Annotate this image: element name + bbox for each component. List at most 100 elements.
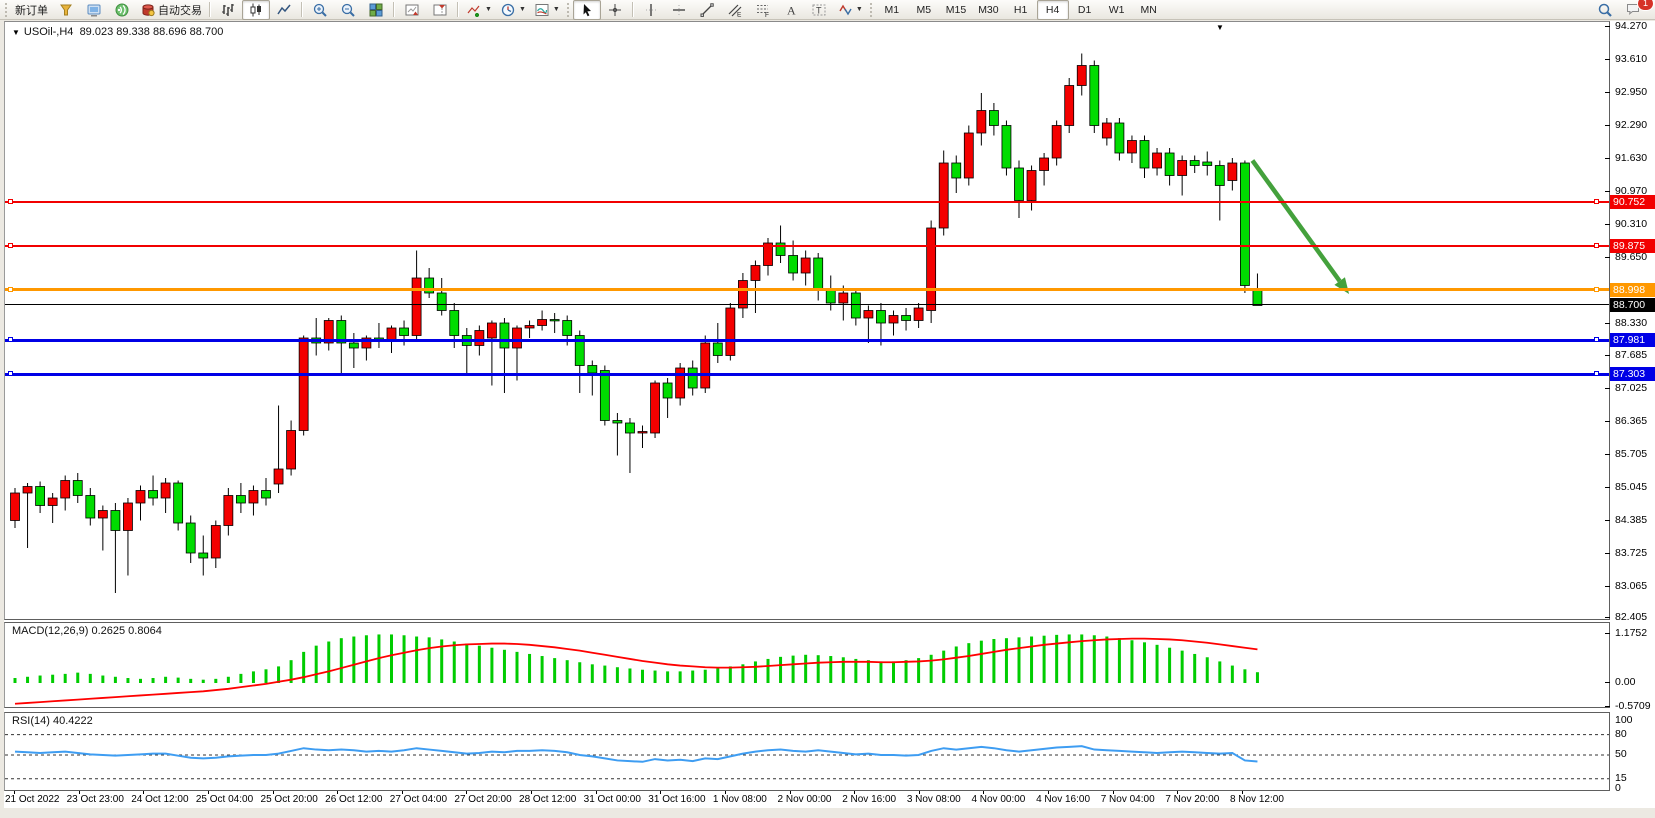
candle-down[interactable] — [1202, 161, 1213, 166]
macd-chart[interactable] — [5, 623, 1609, 707]
candle-down[interactable] — [825, 290, 836, 304]
candle-down[interactable] — [85, 495, 96, 519]
zoom-out-button[interactable] — [334, 0, 362, 20]
candle-up[interactable] — [750, 265, 761, 281]
metaeditor-button[interactable] — [52, 0, 80, 20]
candle-up[interactable] — [675, 367, 686, 399]
new-order-button[interactable]: 新订单 — [11, 0, 52, 20]
candle-down[interactable] — [599, 370, 610, 421]
line-handle[interactable] — [8, 198, 13, 204]
fibonacci-button[interactable]: F — [749, 0, 777, 20]
chart-shift-button[interactable] — [426, 0, 454, 20]
rsi-chart[interactable] — [5, 713, 1609, 790]
bar-chart-button[interactable] — [214, 0, 242, 20]
candle-up[interactable] — [888, 315, 899, 324]
candle-down[interactable] — [574, 335, 585, 366]
candle-down[interactable] — [951, 162, 962, 179]
candle-down[interactable] — [1139, 140, 1150, 169]
search-button[interactable] — [1591, 0, 1619, 20]
candle-down[interactable] — [198, 552, 209, 559]
main-chart-panel[interactable]: ▼ USOil-,H4 89.023 89.338 88.696 88.700 ▼ — [4, 21, 1610, 620]
candle-up[interactable] — [1039, 157, 1049, 171]
candle-up[interactable] — [1227, 162, 1238, 181]
candlestick-chart[interactable] — [5, 22, 1609, 619]
candle-up[interactable] — [1064, 85, 1075, 126]
candle-up[interactable] — [913, 307, 924, 321]
text-button[interactable]: A — [777, 0, 805, 20]
line-handle[interactable] — [1594, 198, 1599, 204]
candle-up[interactable] — [123, 502, 133, 531]
candle-up[interactable] — [286, 430, 297, 470]
line-handle[interactable] — [1594, 286, 1599, 292]
candle-up[interactable] — [650, 382, 660, 434]
candle-down[interactable] — [1189, 160, 1200, 166]
candle-down[interactable] — [1089, 65, 1100, 126]
candle-up[interactable] — [22, 486, 33, 494]
candle-down[interactable] — [876, 310, 886, 324]
candle-up[interactable] — [863, 310, 874, 319]
candle-down[interactable] — [110, 510, 121, 531]
candle-up[interactable] — [1051, 125, 1062, 159]
vertical-line-button[interactable] — [637, 0, 665, 20]
candle-down[interactable] — [35, 486, 46, 506]
candle-down[interactable] — [261, 490, 271, 499]
line-handle[interactable] — [8, 242, 13, 248]
candle-down[interactable] — [562, 320, 573, 336]
candle-up[interactable] — [210, 525, 221, 559]
candle-up[interactable] — [1177, 160, 1188, 176]
candle-down[interactable] — [1014, 167, 1024, 201]
dropdown-caret-icon[interactable]: ▼ — [855, 6, 863, 13]
timeframe-button-m15[interactable]: M15 — [945, 3, 967, 16]
candle-up[interactable] — [60, 480, 71, 499]
candle-up[interactable] — [486, 322, 497, 339]
candle-down[interactable] — [687, 367, 698, 389]
channel-button[interactable]: E — [721, 0, 749, 20]
horizontal-line-button[interactable] — [665, 0, 693, 20]
candle-up[interactable] — [1152, 152, 1162, 169]
candle-down[interactable] — [1214, 165, 1225, 186]
candle-down[interactable] — [1114, 122, 1125, 154]
candle-up[interactable] — [1076, 65, 1087, 86]
add-indicator-button[interactable]: ▼ — [462, 0, 496, 20]
line-handle[interactable] — [8, 371, 13, 377]
candle-down[interactable] — [1240, 162, 1250, 286]
line-handle[interactable] — [1594, 242, 1599, 248]
candle-up[interactable] — [512, 327, 522, 349]
candle-down[interactable] — [901, 315, 911, 321]
periods-button[interactable]: ▼ — [496, 0, 530, 20]
horizontal-level-line[interactable] — [5, 286, 1609, 292]
candle-up[interactable] — [938, 162, 949, 229]
candle-down[interactable] — [185, 522, 196, 554]
autotrading-button[interactable]: 自动交易 — [136, 0, 206, 20]
line-handle[interactable] — [1594, 337, 1599, 343]
candle-down[interactable] — [775, 242, 786, 256]
horizontal-level-line[interactable] — [5, 242, 1609, 248]
templates-button[interactable]: ▼ — [530, 0, 564, 20]
dropdown-caret-icon[interactable]: ▼ — [518, 6, 526, 13]
line-handle[interactable] — [8, 337, 13, 343]
candle-down[interactable] — [989, 110, 999, 126]
toolbar-grip[interactable] — [868, 2, 874, 17]
candle-up[interactable] — [474, 330, 485, 346]
candle-down[interactable] — [424, 277, 435, 294]
candle-up[interactable] — [361, 337, 372, 349]
candle-up[interactable] — [298, 337, 309, 431]
horizontal-level-line[interactable] — [5, 337, 1609, 343]
horizontal-level-line[interactable] — [5, 198, 1609, 204]
candle-up[interactable] — [135, 490, 146, 504]
candle-up[interactable] — [160, 482, 171, 499]
news-button[interactable] — [108, 0, 136, 20]
line-handle[interactable] — [8, 286, 13, 292]
chart-shift-marker-icon[interactable]: ▼ — [1216, 23, 1224, 32]
timeframe-button-m5[interactable]: M5 — [916, 3, 932, 16]
candle-down[interactable] — [850, 292, 861, 319]
dropdown-caret-icon[interactable]: ▼ — [552, 6, 560, 13]
candle-down[interactable] — [625, 422, 635, 434]
horizontal-level-line[interactable] — [5, 371, 1609, 377]
trendline-button[interactable] — [693, 0, 721, 20]
candle-up[interactable] — [1026, 170, 1037, 201]
candle-up[interactable] — [800, 257, 811, 274]
macd-panel[interactable]: MACD(12,26,9) 0.2625 0.8064 — [4, 622, 1610, 708]
dropdown-caret-icon[interactable]: ▼ — [485, 6, 492, 13]
candle-down[interactable] — [499, 322, 510, 349]
